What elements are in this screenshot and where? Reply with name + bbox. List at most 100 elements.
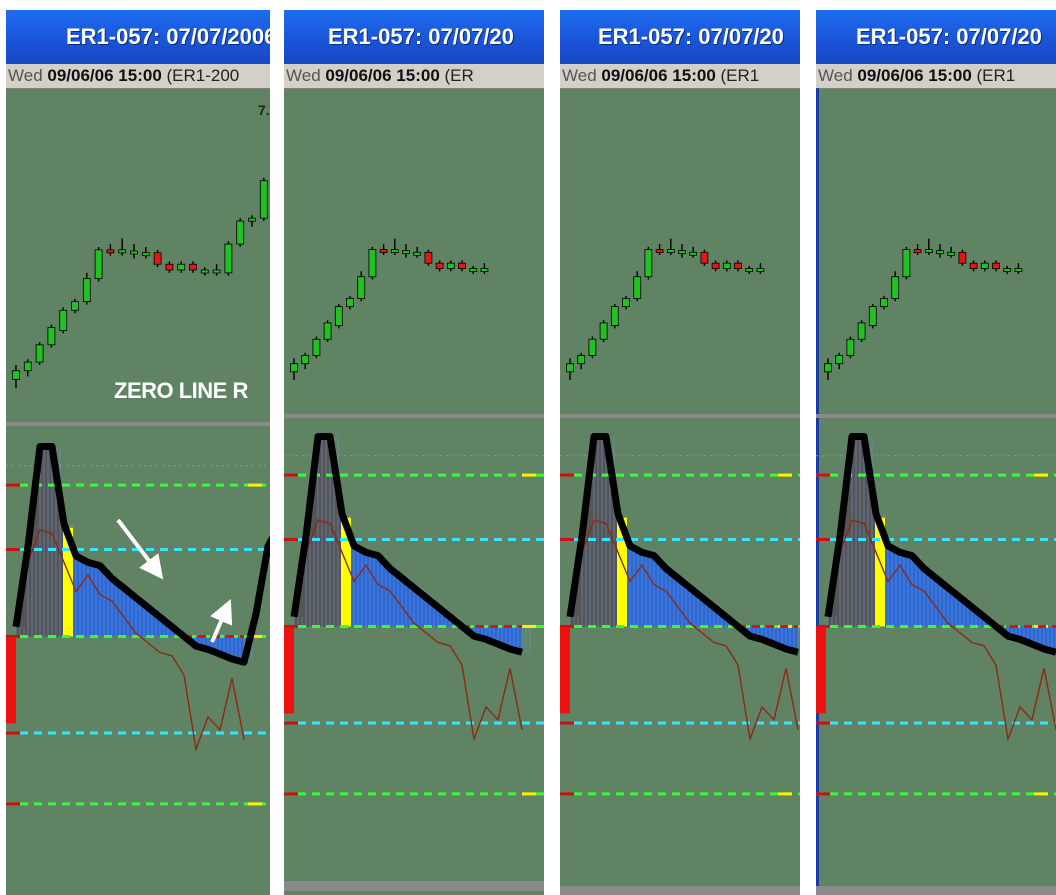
candle [868,303,877,329]
bottom-scrollbar[interactable] [560,886,800,895]
candle-body [846,338,855,356]
candle [177,261,186,273]
candle-body [323,322,332,340]
candle-body [435,262,444,270]
status-datetime: 09/06/06 15:00 [47,66,162,85]
candle-body [357,276,366,299]
candle [59,307,68,334]
candle-body [59,309,68,331]
candle [678,244,686,258]
pane-divider[interactable] [284,414,544,418]
candle [913,244,922,256]
candle-body [835,355,844,365]
candle-body [868,306,877,327]
pane-divider[interactable] [816,414,1056,418]
candle [424,249,433,266]
candle-body [1003,268,1012,273]
status-bar: Wed 09/06/06 15:00 (ER [284,64,544,89]
candle [446,260,455,272]
candle-body [106,249,115,254]
candle [1014,263,1023,275]
candle-body [644,249,653,278]
signal-line [569,519,799,742]
status-weekday: Wed [562,66,597,85]
candle-body [722,262,731,270]
candle [200,267,209,276]
window-title-bar[interactable]: ER1-057: 07/07/20 [284,10,544,64]
status-tail: (ER [439,66,474,85]
histogram-negative [284,626,294,714]
candle [130,244,138,259]
candle [379,244,388,256]
candle-body [12,370,20,380]
candle [189,261,197,273]
candle [992,260,1000,272]
candle [835,352,844,370]
candle [413,246,422,258]
candle-body [47,327,56,346]
candle [610,303,619,329]
window-title: ER1-057: 07/07/20 [598,24,784,49]
status-datetime: 09/06/06 15:00 [325,66,440,85]
candle [924,238,933,256]
candle [936,244,944,258]
candle [47,324,56,348]
status-datetime: 09/06/06 15:00 [857,66,972,85]
bottom-scrollbar[interactable] [284,881,544,891]
candle-body [666,249,675,253]
candle [390,238,399,256]
candle-body [700,251,709,264]
candle-body [82,278,91,303]
candle [711,260,720,272]
candle-body [992,262,1000,270]
candle [891,271,900,302]
signal-line [15,529,245,752]
candle [622,295,630,310]
candle-body [469,268,478,273]
pane-divider[interactable] [6,422,270,426]
candle-body [23,361,32,372]
candle [824,358,832,380]
candle-body [130,250,138,255]
candle-body [745,268,754,273]
candle-body [588,338,597,356]
candle-body [118,249,127,254]
candle [480,263,489,275]
candle [655,244,664,256]
candle-body [379,249,388,253]
candle [71,298,79,314]
candle [153,249,162,268]
candle [689,246,698,258]
candle [745,265,754,275]
candle-body [980,262,989,270]
pane-divider[interactable] [560,414,800,418]
candle-body [212,269,221,274]
candle [248,215,256,227]
bottom-scrollbar[interactable] [816,886,1056,895]
status-tail: (ER1 [715,66,760,85]
chart-canvas [560,238,800,796]
histogram-negative [6,636,16,724]
candle-body [689,251,698,256]
candle [880,295,888,310]
candle-body [610,306,619,327]
yellow-bar [63,527,73,637]
candle-body [824,363,832,373]
candle [857,320,866,342]
candle-body [566,363,574,373]
candle-body [424,251,433,264]
window-title-bar[interactable]: ER1-057: 07/07/20 [816,10,1056,64]
candle-body [969,262,978,270]
candle [435,260,444,272]
status-datetime: 09/06/06 15:00 [601,66,716,85]
candle [23,359,32,377]
candle [312,336,321,359]
window-title-bar[interactable]: ER1-057: 07/07/2006* [6,10,270,64]
candle [1003,265,1012,275]
yellow-bar [341,517,351,627]
candle [165,261,174,273]
candle-body [958,251,967,264]
window-title-bar[interactable]: ER1-057: 07/07/20 [560,10,800,64]
candle-body [913,249,922,253]
chart-panel-1: ER1-057: 07/07/2006* Wed 09/06/06 15:00 … [6,10,270,895]
